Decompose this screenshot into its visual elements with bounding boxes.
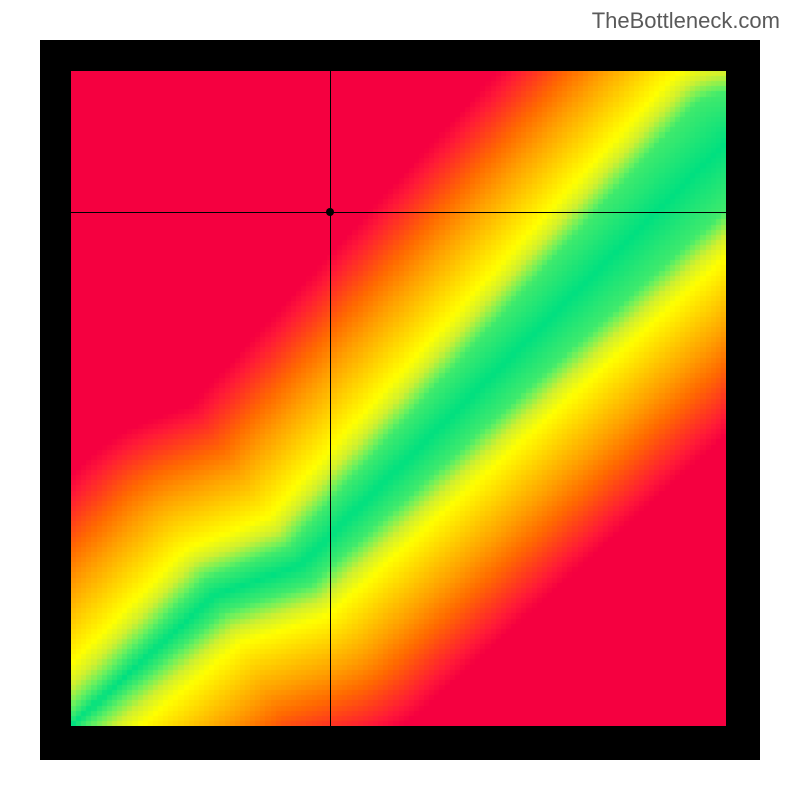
plot-area	[71, 71, 726, 726]
crosshair-horizontal	[71, 212, 726, 213]
crosshair-vertical	[330, 71, 331, 726]
crosshair-marker	[326, 208, 334, 216]
bottleneck-heatmap	[40, 40, 760, 760]
watermark-text: TheBottleneck.com	[592, 8, 780, 34]
heatmap-canvas	[71, 71, 726, 726]
